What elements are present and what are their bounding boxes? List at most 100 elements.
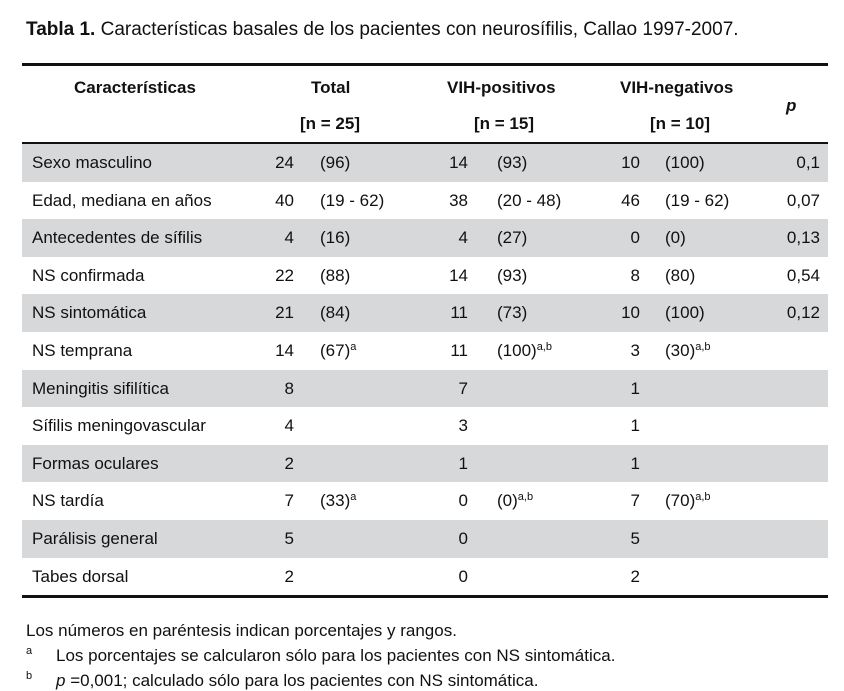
hiv-positive-percent: (27) [497,228,527,248]
hiv-negative-percent-text: (100) [665,153,705,172]
hiv-negative-count: 1 [631,416,640,436]
row-label: NS temprana [32,341,132,361]
hiv-positive-percent-text: (73) [497,303,528,323]
row-label-text: NS tardía [32,491,104,511]
footnote-marker: a,b [695,340,711,353]
total-count: 21 [275,303,294,323]
total-percent-text: (67) [320,340,351,360]
row-label-text: Edad, mediana en años [32,190,212,210]
hiv-positive-percent: (0)a,b [497,491,533,511]
total-count: 8 [285,379,294,399]
hiv-negative-count: 8 [631,266,640,286]
hiv-negative-count-text: 1 [630,416,640,436]
total-count: 40 [275,191,294,211]
table-row: NS confirmada 22 (88) 14 (93) 8 (80) 0,54 [22,257,828,295]
hiv-negative-count: 1 [631,379,640,399]
hiv-negative-count-text: 1 [630,453,640,473]
hiv-positive-count: 38 [449,191,468,211]
total-count-text: 40 [275,190,294,210]
table-row: Sexo masculino 24 (96) 14 (93) 10 (100) 0,1 [22,144,828,182]
hiv-negative-percent-text: (70) [665,491,696,511]
table-row: Antecedentes de sífilis 4 (16) 4 (27) 0 (0) 0,1… [22,219,828,257]
hiv-positive-count: 4 [459,228,468,248]
hiv-positive-count: 11 [450,341,468,361]
footnote-a-text: Los porcentajes se calcularon sólo para … [56,646,616,665]
row-label-text: Sífilis meningovascular [32,416,206,436]
total-percent: (67)a [320,341,356,361]
row-label-text: NS temprana [32,340,133,360]
hiv-positive-count: 11 [450,303,468,323]
total-count: 5 [285,529,294,549]
table-row: Edad, mediana en años 40 (19 - 62) 38 (20 - … [22,182,828,220]
hiv-negative-percent-text: (80) [665,265,696,285]
hiv-positive-count: 14 [449,153,468,173]
hiv-positive-percent: (93) [497,153,527,173]
total-count-text: 22 [275,265,294,285]
hiv-positive-percent-text: (93) [497,265,528,285]
hiv-negative-percent: (100) [665,303,705,323]
hiv-positive-count-text: 11 [450,340,468,360]
hiv-negative-count: 5 [631,529,640,549]
hiv-positive-percent-text: (93) [497,153,528,172]
row-label: NS tardía [32,491,104,511]
footnote-b-text: =0,001; calculado sólo para los paciente… [65,671,539,690]
hiv-negative-count-text: 2 [630,566,640,586]
hiv-positive-count: 0 [459,567,468,587]
hiv-positive-count-text: 0 [458,566,468,586]
hiv-negative-count: 10 [621,303,640,323]
total-percent: (33)a [320,491,356,511]
row-label-text: NS confirmada [32,265,145,285]
footnote-b-p: p [56,671,66,690]
header-total-n: [n = 25] [300,114,360,133]
p-value: 0,07 [750,191,820,211]
hiv-negative-count-text: 10 [621,153,640,172]
header-p: p [786,96,797,115]
caption-label: Tabla 1. [26,19,96,40]
p-value-text: 0,54 [786,265,820,285]
total-count-text: 5 [284,528,294,548]
hiv-positive-percent-text: (20 - 48) [497,190,562,210]
hiv-positive-count-text: 0 [458,528,468,548]
p-value-text: 0,1 [796,153,820,172]
hiv-positive-count-text: 7 [458,378,468,398]
footnote-marker: a [350,491,357,504]
total-count-text: 4 [284,416,294,436]
hiv-positive-percent-text: (100) [497,340,537,360]
hiv-positive-count-text: 14 [449,153,468,172]
hiv-negative-count-text: 8 [630,265,640,285]
header-hiv-negative-n: [n = 10] [650,114,710,133]
table-row: NS temprana 14 (67)a 11 (100)a,b 3 (30)a,b [22,332,828,370]
total-count-text: 8 [284,378,294,398]
total-percent-text: (16) [320,228,351,248]
hiv-positive-percent: (20 - 48) [497,191,561,211]
row-label-text: Sexo masculino [32,153,153,172]
row-label: Parálisis general [32,529,158,549]
hiv-positive-count: 7 [459,379,468,399]
hiv-negative-count-text: 3 [630,340,640,360]
table-row: Sífilis meningovascular 4 3 1 [22,407,828,445]
table-body: Sexo masculino 24 (96) 14 (93) 10 (100) 0,1 Edad… [22,144,828,595]
hiv-negative-count: 0 [631,228,640,248]
hiv-positive-count-text: 1 [458,453,468,473]
p-value-text: 0,13 [786,228,820,248]
hiv-negative-percent: (100) [665,153,705,173]
hiv-negative-count-text: 7 [630,491,640,511]
total-count-text: 2 [284,453,294,473]
hiv-positive-count-text: 14 [449,265,468,285]
hiv-negative-percent: (30)a,b [665,341,711,361]
hiv-negative-count: 2 [631,567,640,587]
hiv-negative-percent: (80) [665,266,695,286]
hiv-positive-percent-text: (27) [497,228,528,248]
hiv-negative-count-text: 10 [621,303,640,323]
p-value-text: 0,12 [786,303,820,323]
hiv-positive-count-text: 3 [458,416,468,436]
hiv-positive-count: 14 [449,266,468,286]
hiv-negative-count-text: 1 [630,378,640,398]
total-count-text: 24 [275,153,294,172]
header-hiv-positive-n: [n = 15] [474,114,534,133]
hiv-positive-percent: (93) [497,266,527,286]
total-count: 7 [285,491,294,511]
table-row: Parálisis general 5 0 5 [22,519,828,558]
p-value-text: 0,07 [786,190,820,210]
row-label: Edad, mediana en años [32,191,212,211]
